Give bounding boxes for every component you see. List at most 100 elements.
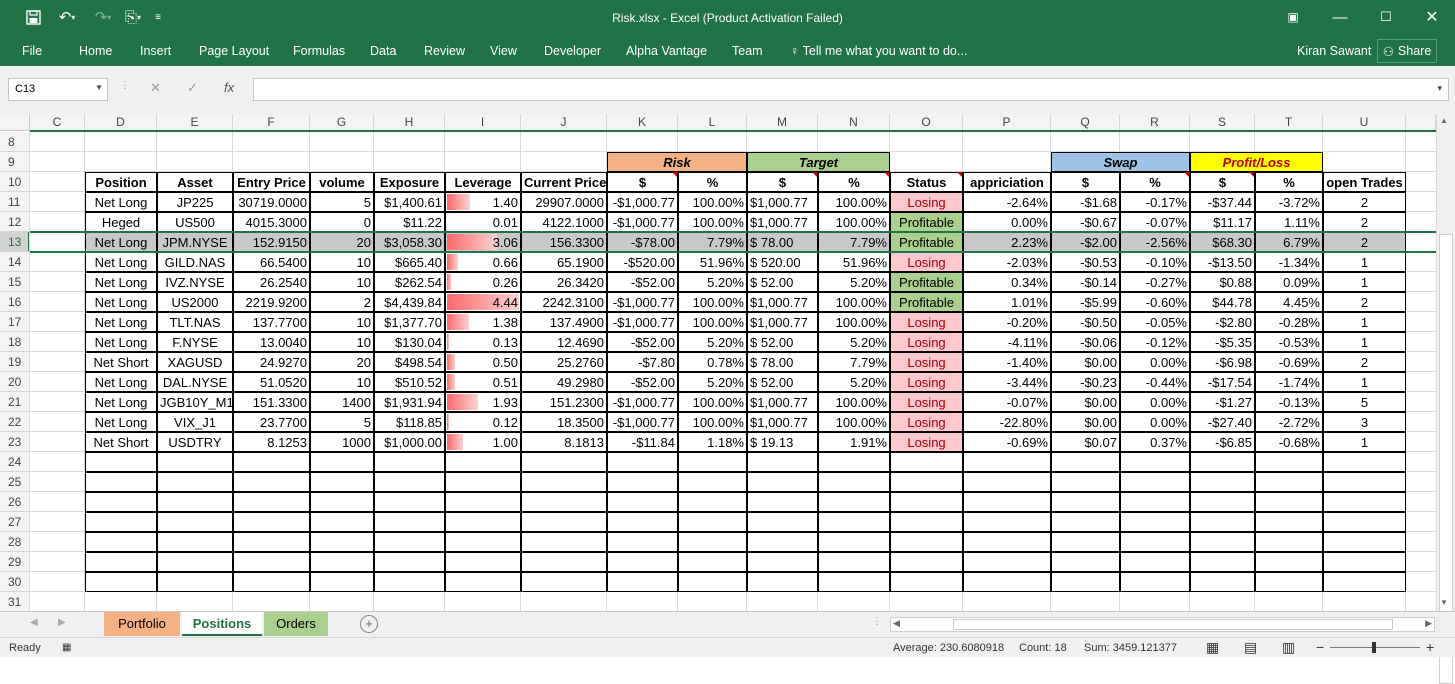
table-cell[interactable]: $0.88 — [1190, 272, 1255, 292]
empty-cell[interactable] — [1323, 452, 1406, 472]
row-header-14[interactable]: 14 — [0, 252, 30, 272]
empty-cell[interactable] — [1051, 552, 1120, 572]
macro-record-icon[interactable]: ▦ — [62, 642, 71, 653]
empty-cell[interactable] — [445, 512, 521, 532]
empty-cell[interactable] — [818, 452, 890, 472]
table-cell[interactable]: $1,000.00 — [374, 432, 445, 452]
empty-cell[interactable] — [1190, 512, 1255, 532]
expand-formula-icon[interactable]: ▾ — [1437, 83, 1442, 94]
table-cell[interactable]: 26.3420 — [521, 272, 607, 292]
empty-cell[interactable] — [85, 572, 157, 592]
table-cell[interactable]: 23.7700 — [233, 412, 310, 432]
row-header-21[interactable]: 21 — [0, 392, 30, 412]
empty-cell[interactable] — [310, 472, 374, 492]
empty-cell[interactable] — [1323, 532, 1406, 552]
table-cell[interactable]: Net Long — [85, 272, 157, 292]
column-header-t[interactable]: T — [1255, 114, 1323, 131]
table-cell[interactable]: US500 — [157, 212, 233, 232]
sheet-tab-portfolio[interactable]: Portfolio — [104, 612, 180, 636]
table-cell[interactable]: -$6.85 — [1190, 432, 1255, 452]
table-cell[interactable]: $1,000.77 — [747, 392, 818, 412]
zoom-in-icon[interactable]: + — [1426, 639, 1434, 655]
column-header-r[interactable]: R — [1120, 114, 1190, 131]
table-cell[interactable]: 1 — [1323, 372, 1406, 392]
table-cell[interactable]: 3 — [1323, 412, 1406, 432]
empty-cell[interactable] — [310, 552, 374, 572]
tab-insert[interactable]: Insert — [140, 40, 171, 62]
empty-cell[interactable] — [747, 532, 818, 552]
insert-function-icon[interactable]: fx — [224, 80, 234, 95]
empty-cell[interactable] — [1323, 552, 1406, 572]
table-cell[interactable]: 5.20% — [678, 272, 747, 292]
table-cell[interactable]: -$0.14 — [1051, 272, 1120, 292]
table-cell[interactable]: $ 52.00 — [747, 272, 818, 292]
empty-cell[interactable] — [445, 492, 521, 512]
table-cell[interactable]: 0 — [310, 212, 374, 232]
table-cell[interactable]: $1,000.77 — [747, 192, 818, 212]
table-cell[interactable]: Losing — [890, 192, 963, 212]
table-cell[interactable]: 137.4900 — [521, 312, 607, 332]
empty-cell[interactable] — [1255, 572, 1323, 592]
empty-cell[interactable] — [678, 492, 747, 512]
row-header-16[interactable]: 16 — [0, 292, 30, 312]
column-header-e[interactable]: E — [157, 114, 233, 131]
table-cell[interactable]: 5 — [310, 192, 374, 212]
table-cell[interactable]: 0.01 — [445, 212, 521, 232]
empty-cell[interactable] — [963, 452, 1051, 472]
empty-cell[interactable] — [1323, 492, 1406, 512]
column-header-h[interactable]: H — [374, 114, 445, 131]
page-layout-view-icon[interactable]: ▤ — [1244, 639, 1257, 656]
table-cell[interactable]: -$1,000.77 — [607, 212, 678, 232]
scroll-left-icon[interactable]: ◀ — [893, 618, 900, 629]
empty-cell[interactable] — [521, 492, 607, 512]
table-cell[interactable]: Losing — [890, 432, 963, 452]
table-cell[interactable]: 2 — [310, 292, 374, 312]
table-cell[interactable]: -0.53% — [1255, 332, 1323, 352]
empty-cell[interactable] — [607, 532, 678, 552]
table-cell[interactable]: F.NYSE — [157, 332, 233, 352]
empty-cell[interactable] — [1190, 552, 1255, 572]
empty-cell[interactable] — [678, 552, 747, 572]
table-cell[interactable]: -$5.99 — [1051, 292, 1120, 312]
table-cell[interactable]: $ 520.00 — [747, 252, 818, 272]
table-cell[interactable]: -$52.00 — [607, 372, 678, 392]
table-cell[interactable]: 0.66 — [445, 252, 521, 272]
table-cell[interactable]: -$0.53 — [1051, 252, 1120, 272]
table-cell[interactable]: -0.28% — [1255, 312, 1323, 332]
empty-cell[interactable] — [1255, 472, 1323, 492]
table-cell[interactable]: -0.69% — [1255, 352, 1323, 372]
table-cell[interactable]: $1,000.77 — [747, 292, 818, 312]
table-cell[interactable]: -0.07% — [963, 392, 1051, 412]
column-header-j[interactable]: J — [521, 114, 607, 131]
table-cell[interactable]: Net Long — [85, 332, 157, 352]
table-cell[interactable]: 1.01% — [963, 292, 1051, 312]
empty-cell[interactable] — [157, 572, 233, 592]
empty-cell[interactable] — [818, 512, 890, 532]
empty-cell[interactable] — [678, 452, 747, 472]
table-cell[interactable]: $0.00 — [1051, 352, 1120, 372]
table-cell[interactable]: 5.20% — [678, 332, 747, 352]
row-header-12[interactable]: 12 — [0, 212, 30, 232]
table-cell[interactable]: 10 — [310, 332, 374, 352]
table-cell[interactable]: XAGUSD — [157, 352, 233, 372]
row-header-24[interactable]: 24 — [0, 452, 30, 472]
table-cell[interactable]: 20 — [310, 352, 374, 372]
empty-cell[interactable] — [1255, 512, 1323, 532]
empty-cell[interactable] — [818, 532, 890, 552]
vertical-scrollbar[interactable]: ▲ ▼ — [1436, 114, 1455, 611]
table-cell[interactable]: 4015.3000 — [233, 212, 310, 232]
empty-cell[interactable] — [374, 472, 445, 492]
empty-cell[interactable] — [1051, 572, 1120, 592]
table-cell[interactable]: 1400 — [310, 392, 374, 412]
table-cell[interactable]: 151.2300 — [521, 392, 607, 412]
table-cell[interactable]: 5.20% — [818, 332, 890, 352]
table-cell[interactable]: 0.51 — [445, 372, 521, 392]
table-cell[interactable]: 12.4690 — [521, 332, 607, 352]
table-cell[interactable]: -$1,000.77 — [607, 292, 678, 312]
name-box[interactable]: C13▼ — [8, 78, 108, 101]
table-cell[interactable]: -$0.50 — [1051, 312, 1120, 332]
row-header-15[interactable]: 15 — [0, 272, 30, 292]
table-cell[interactable]: 100.00% — [818, 212, 890, 232]
empty-cell[interactable] — [678, 572, 747, 592]
table-cell[interactable]: 65.1900 — [521, 252, 607, 272]
